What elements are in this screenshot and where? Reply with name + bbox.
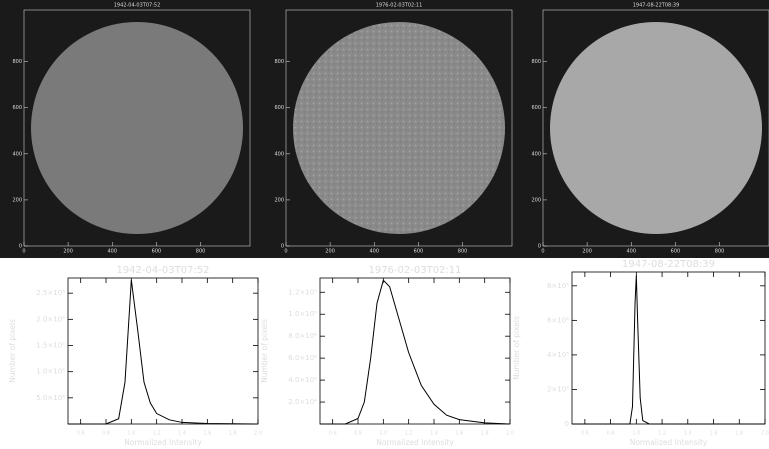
- x-tick-label: 0.8: [607, 431, 615, 437]
- y-tick-label: 2.0×10⁵: [36, 315, 65, 323]
- x-tick-label: 200: [325, 249, 335, 255]
- x-tick-label: 1.2: [405, 431, 413, 437]
- y-tick-label: 4×10⁵: [547, 351, 569, 359]
- x-tick-label: 1.2: [658, 431, 666, 437]
- x-tick-label: 600: [414, 249, 424, 255]
- image-title: 1976-02-03T02:11: [376, 3, 423, 9]
- x-tick-label: 0.6: [581, 431, 589, 437]
- y-tick-label: 1.5×10⁵: [36, 342, 65, 350]
- y-tick-label: 800: [274, 59, 284, 65]
- y-tick-label: 200: [274, 197, 284, 203]
- x-tick-label: 1.4: [178, 431, 186, 437]
- y-tick-label: 0: [281, 244, 284, 250]
- y-axis-label: Number of pixels: [260, 319, 269, 383]
- x-axis-label: Normalized Intensity: [376, 438, 454, 447]
- y-tick-label: 2.0×10⁴: [288, 398, 317, 406]
- y-tick-label: 8.0×10⁴: [288, 332, 317, 340]
- x-tick-label: 800: [196, 249, 206, 255]
- y-tick-label: 200: [531, 197, 541, 203]
- y-tick-label: 2×10⁵: [547, 385, 569, 393]
- x-tick-label: 2.0: [254, 431, 262, 437]
- x-tick-label: 600: [671, 249, 681, 255]
- x-tick-label: 1.8: [229, 431, 237, 437]
- x-tick-label: 1.0: [632, 431, 640, 437]
- histogram-line: [68, 280, 259, 425]
- x-tick-label: 0.6: [329, 431, 337, 437]
- y-tick-label: 0: [565, 420, 569, 428]
- x-tick-label: 1.0: [127, 431, 135, 437]
- x-tick-label: 1.4: [430, 431, 438, 437]
- x-tick-label: 200: [582, 249, 592, 255]
- chart-title: 1942-04-03T07:52: [116, 265, 209, 276]
- x-axis-label: Normalized Intensity: [630, 438, 708, 447]
- x-tick-label: 1.6: [710, 431, 718, 437]
- y-tick-label: 600: [274, 105, 284, 111]
- image-title: 1947-08-22T08:39: [633, 3, 680, 9]
- x-tick-label: 1.2: [153, 431, 161, 437]
- x-tick-label: 2.0: [761, 431, 769, 437]
- y-tick-label: 600: [12, 105, 22, 111]
- x-tick-label: 0.6: [77, 431, 85, 437]
- y-axis-label: Number of pixels: [512, 316, 521, 380]
- x-tick-label: 200: [63, 249, 73, 255]
- y-tick-label: 1.2×10⁵: [288, 288, 317, 296]
- x-tick-label: 600: [152, 249, 162, 255]
- plot-frame: [319, 277, 511, 425]
- y-tick-label: 200: [12, 197, 22, 203]
- y-tick-label: 8×10⁵: [547, 282, 569, 290]
- x-tick-label: 800: [715, 249, 725, 255]
- y-tick-label: 600: [531, 105, 541, 111]
- y-tick-label: 2.5×10⁵: [36, 289, 65, 297]
- x-tick-label: 1.8: [735, 431, 743, 437]
- plot-frame: [571, 271, 766, 425]
- x-tick-label: 1.6: [455, 431, 463, 437]
- x-tick-label: 0.8: [102, 431, 110, 437]
- y-tick-label: 0: [19, 244, 22, 250]
- y-tick-label: 6×10⁵: [547, 316, 569, 324]
- plot-frame: [67, 277, 259, 425]
- solar-texture: [293, 22, 505, 234]
- solar-disk: [550, 22, 762, 234]
- x-tick-label: 0.8: [354, 431, 362, 437]
- x-axis-label: Normalized Intensity: [124, 438, 202, 447]
- y-tick-label: 4.0×10⁴: [288, 376, 317, 384]
- x-tick-label: 400: [370, 249, 380, 255]
- x-tick-label: 1.0: [379, 431, 387, 437]
- chart-title: 1947-08-22T08:39: [622, 259, 715, 270]
- x-tick-label: 1.4: [684, 431, 692, 437]
- y-tick-label: 400: [531, 151, 541, 157]
- x-tick-label: 400: [627, 249, 637, 255]
- y-axis-label: Number of pixels: [8, 319, 17, 383]
- image-title: 1942-04-03T07:52: [114, 3, 161, 9]
- x-tick-label: 1.6: [203, 431, 211, 437]
- histogram-line: [572, 275, 765, 425]
- x-tick-label: 0: [541, 249, 544, 255]
- y-tick-label: 6.0×10⁴: [288, 354, 317, 362]
- y-tick-label: 400: [12, 151, 22, 157]
- x-tick-label: 400: [108, 249, 118, 255]
- y-tick-label: 800: [12, 59, 22, 65]
- x-tick-label: 0: [22, 249, 25, 255]
- y-tick-label: 800: [531, 59, 541, 65]
- histogram-line: [320, 279, 511, 425]
- y-tick-label: 1.0×10⁵: [36, 368, 65, 376]
- x-tick-label: 800: [458, 249, 468, 255]
- x-tick-label: 0: [284, 249, 287, 255]
- y-tick-label: 5.0×10⁴: [36, 394, 65, 402]
- y-tick-label: 0: [538, 244, 541, 250]
- x-tick-label: 2.0: [506, 431, 514, 437]
- x-tick-label: 1.8: [481, 431, 489, 437]
- solar-disk: [31, 22, 243, 234]
- y-tick-label: 1.0×10⁵: [288, 310, 317, 318]
- chart-title: 1976-02-03T02:11: [368, 265, 461, 276]
- y-tick-label: 400: [274, 151, 284, 157]
